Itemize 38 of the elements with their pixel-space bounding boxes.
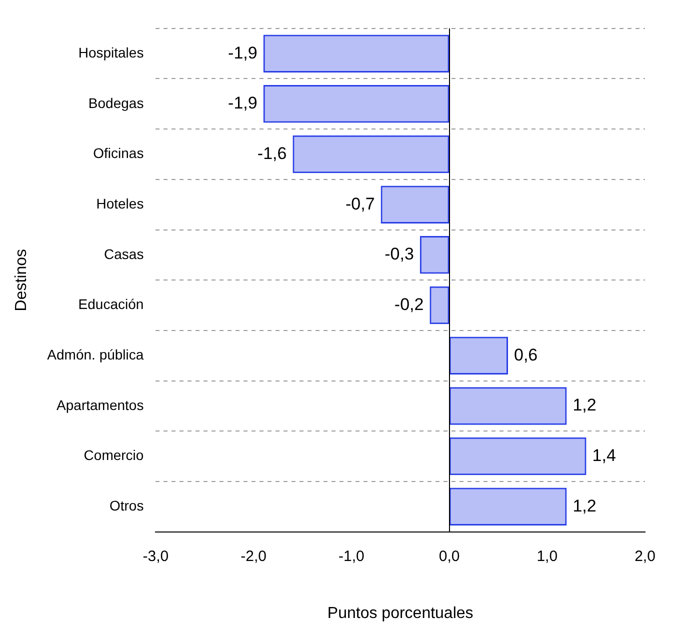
- x-tick-label: -3,0: [142, 548, 169, 565]
- bar: [449, 336, 508, 374]
- bar: [449, 437, 586, 476]
- bar: [380, 186, 450, 224]
- bar: [292, 135, 450, 174]
- data-label: -1,9: [228, 43, 258, 62]
- data-label: -0,7: [345, 194, 375, 214]
- x-tick-label: 1,0: [536, 548, 558, 565]
- x-tick-label: -1,0: [338, 548, 364, 565]
- data-label: -0,2: [394, 294, 424, 314]
- data-label: 0,6: [514, 345, 538, 364]
- data-label: 1,2: [572, 496, 596, 516]
- x-tick-label: 2,0: [634, 548, 656, 565]
- y-tick-label: Hospitales: [78, 44, 144, 60]
- y-tick-label: Apartamentos: [56, 396, 144, 413]
- bar: [449, 387, 567, 425]
- bar: [420, 236, 450, 274]
- y-tick-label: Casas: [104, 246, 144, 262]
- y-tick-label: Bodegas: [88, 94, 144, 111]
- bar: [430, 286, 450, 324]
- x-tick-label: -2,0: [240, 548, 266, 565]
- y-tick-label: Comercio: [84, 447, 144, 464]
- data-label: 1,4: [592, 446, 616, 465]
- x-tick-label: 0,0: [438, 548, 460, 565]
- bar: [449, 488, 567, 526]
- y-axis-title: Destinos: [13, 248, 30, 312]
- y-tick-label: Educación: [78, 296, 144, 312]
- y-tick-label: Oficinas: [93, 145, 144, 162]
- y-tick-label: Admón. pública: [47, 346, 144, 362]
- bar: [263, 85, 450, 123]
- bar: [263, 34, 450, 72]
- data-label: 1,2: [572, 396, 596, 415]
- data-label: -1,6: [257, 144, 287, 163]
- y-tick-label: Otros: [109, 497, 144, 514]
- y-tick-label: Hoteles: [96, 195, 144, 212]
- data-label: -1,9: [228, 94, 258, 113]
- x-axis-title: Puntos porcentuales: [327, 604, 474, 622]
- data-label: -0,3: [384, 244, 414, 264]
